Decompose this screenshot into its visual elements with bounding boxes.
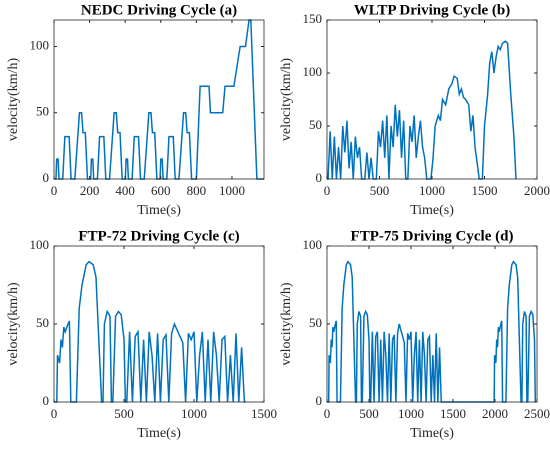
x-tick-label: 2000	[524, 183, 550, 198]
y-tick-label: 100	[303, 237, 323, 252]
x-tick-label: 1000	[219, 183, 245, 198]
x-tick-label: 2000	[482, 406, 508, 421]
x-tick-label: 1000	[398, 406, 424, 421]
chart-title: NEDC Driving Cycle (a)	[81, 2, 237, 18]
x-tick-label: 0	[51, 406, 58, 421]
y-tick-label: 0	[43, 170, 50, 185]
x-axis-label: Time(s)	[410, 203, 454, 218]
chart-title: FTP-75 Driving Cycle (d)	[351, 228, 514, 244]
x-tick-label: 600	[151, 183, 171, 198]
axes-box	[53, 19, 265, 180]
chart-title: WLTP Driving Cycle (b)	[354, 2, 511, 18]
y-tick-label: 50	[309, 315, 322, 330]
x-tick-label: 2500	[524, 406, 550, 421]
y-axis-label: velocity(km/h)	[279, 282, 294, 366]
x-tick-label: 1000	[419, 183, 445, 198]
x-tick-label: 1500	[472, 183, 498, 198]
x-tick-label: 1500	[251, 406, 277, 421]
data-line	[54, 260, 246, 403]
x-tick-label: 800	[187, 183, 207, 198]
y-tick-label: 50	[36, 104, 49, 119]
x-tick-label: 400	[115, 183, 135, 198]
y-axis-label: velocity(km/h)	[6, 282, 21, 366]
y-tick-label: 50	[309, 117, 322, 132]
chart-title: FTP-72 Driving Cycle (c)	[78, 228, 239, 244]
x-tick-label: 0	[324, 406, 331, 421]
y-axis-label: velocity(km/h)	[6, 58, 21, 142]
x-tick-label: 1000	[181, 406, 207, 421]
x-axis-label: Time(s)	[137, 426, 181, 441]
y-tick-label: 100	[30, 237, 50, 252]
y-tick-label: 100	[303, 64, 323, 79]
y-tick-label: 50	[36, 315, 49, 330]
y-tick-label: 0	[316, 393, 323, 408]
y-tick-label: 0	[316, 170, 323, 185]
x-tick-label: 500	[359, 406, 379, 421]
y-axis-label: velocity(km/h)	[279, 58, 294, 142]
plot-area	[54, 20, 264, 179]
x-tick-label: 0	[324, 183, 331, 198]
x-axis-label: Time(s)	[137, 203, 181, 218]
data-line	[327, 40, 517, 180]
y-tick-label: 0	[43, 393, 50, 408]
x-axis-label: Time(s)	[410, 426, 454, 441]
x-tick-label: 0	[51, 183, 58, 198]
x-tick-label: 1500	[440, 406, 466, 421]
y-tick-label: 150	[303, 11, 323, 26]
x-tick-label: 200	[80, 183, 100, 198]
x-tick-label: 500	[370, 183, 390, 198]
y-tick-label: 100	[30, 37, 50, 52]
x-tick-label: 500	[114, 406, 134, 421]
